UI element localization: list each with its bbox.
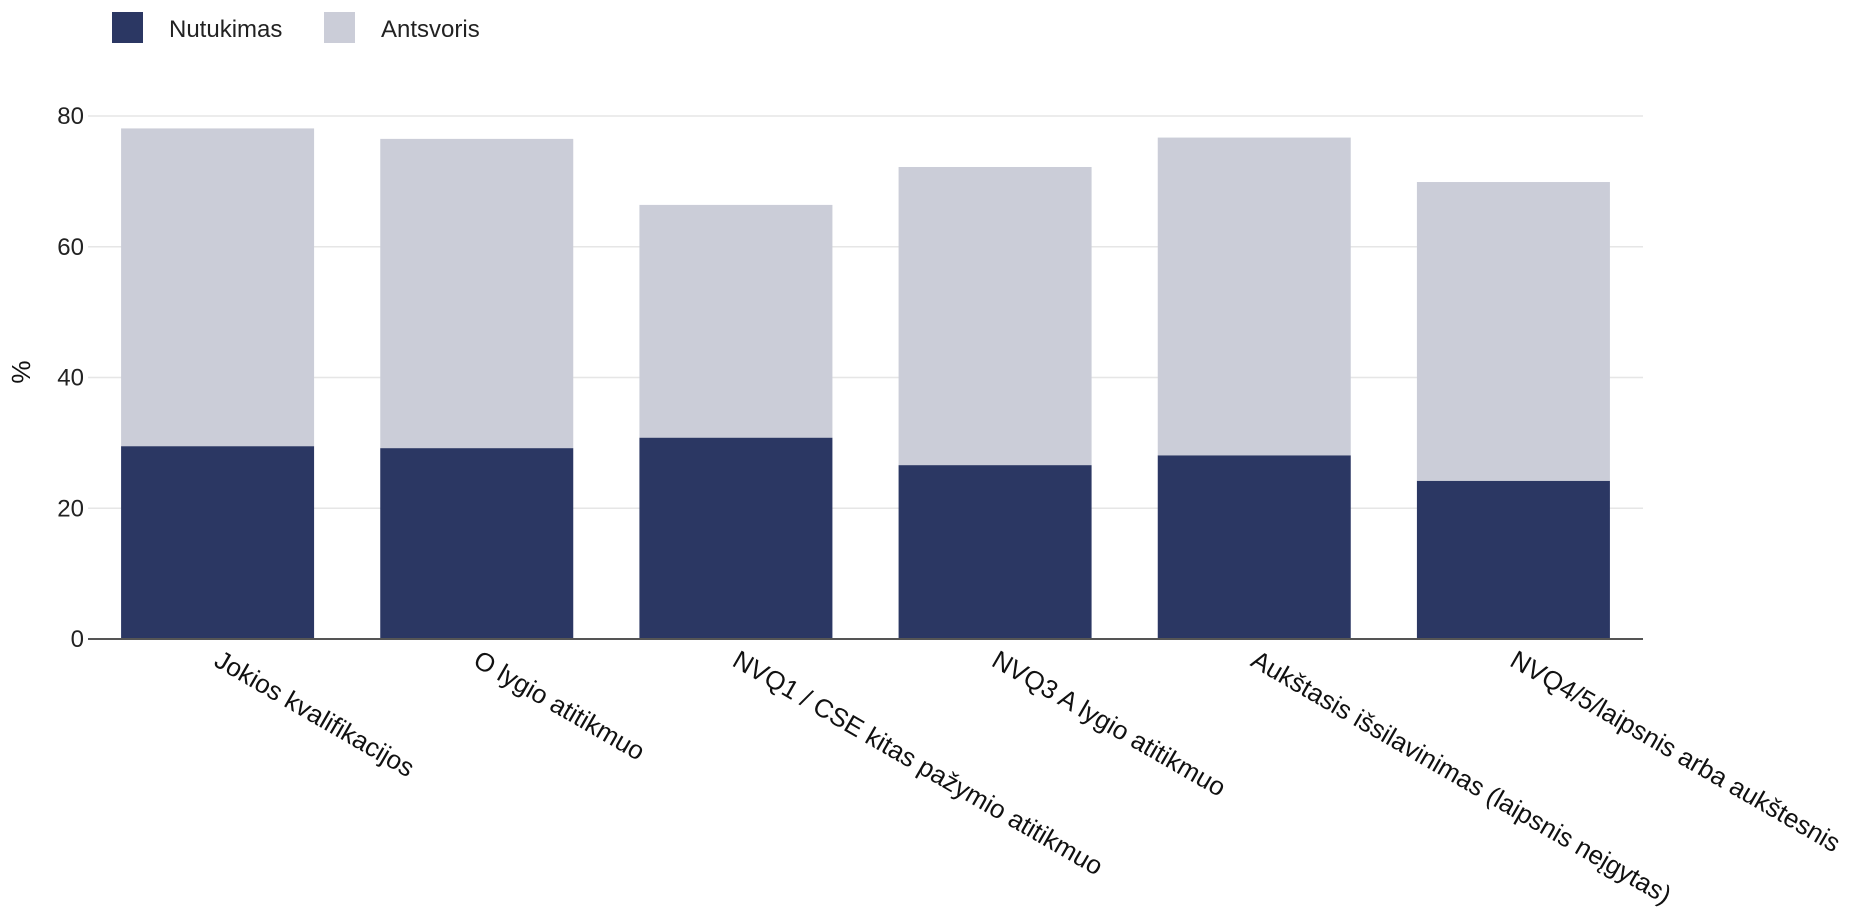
bar-antsvoris-2 — [380, 138, 574, 449]
y-tick-label: 80 — [57, 103, 84, 130]
x-category-label: O lygio atitikmuo — [469, 644, 650, 766]
bar-nutukimas-3 — [639, 437, 833, 639]
y-tick-label: 20 — [57, 495, 84, 522]
y-axis-label: % — [6, 360, 36, 383]
x-axis-categories: Jokios kvalifikacijos O lygio atitikmuo NV… — [210, 644, 1846, 910]
x-category-label: Jokios kvalifikacijos — [210, 644, 420, 783]
bar-antsvoris-3 — [639, 204, 833, 438]
y-axis-ticks: 0 20 40 60 80 — [57, 103, 84, 653]
bar-antsvoris-5 — [1157, 137, 1351, 456]
bar-nutukimas-4 — [898, 465, 1092, 639]
x-category-label: NVQ3 A lygio atitikmuo — [987, 644, 1231, 802]
y-tick-label: 40 — [57, 365, 84, 392]
x-category-label: Aukštasis išsilavinimas (laipsnis neįgyt… — [1246, 644, 1676, 910]
bar-antsvoris-6 — [1416, 182, 1610, 481]
bar-antsvoris-4 — [898, 166, 1092, 466]
legend-swatch-antsvoris — [324, 12, 355, 43]
bar-nutukimas-2 — [380, 448, 574, 639]
y-tick-label: 0 — [71, 626, 84, 653]
gridlines — [88, 115, 1643, 509]
bar-nutukimas-5 — [1157, 455, 1351, 639]
bar-nutukimas-6 — [1416, 480, 1610, 639]
bar-nutukimas-1 — [121, 446, 315, 639]
legend-swatch-nutukimas — [112, 12, 143, 43]
legend-label-antsvoris: Antsvoris — [381, 16, 480, 43]
legend-label-nutukimas: Nutukimas — [169, 16, 282, 43]
y-tick-label: 60 — [57, 234, 84, 261]
bars — [121, 128, 1610, 639]
legend: Nutukimas Antsvoris — [112, 12, 480, 43]
bar-antsvoris-1 — [121, 128, 315, 447]
